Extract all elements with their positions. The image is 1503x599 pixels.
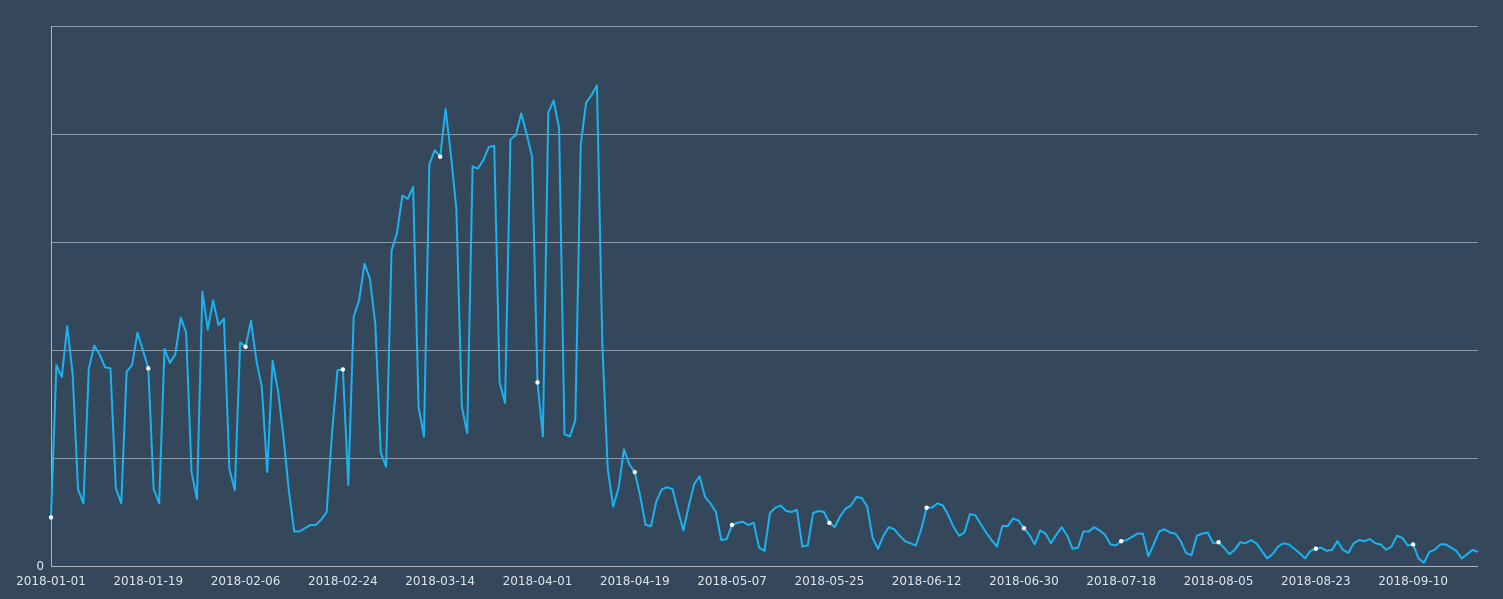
data-point xyxy=(146,366,151,371)
x-tick-label: 2018-02-24 xyxy=(308,574,378,588)
axis-layer xyxy=(51,26,1478,567)
x-tick-label: 2018-08-23 xyxy=(1281,574,1351,588)
data-point xyxy=(827,520,832,525)
series-line xyxy=(50,84,1479,564)
series-layer xyxy=(50,84,1479,564)
data-point xyxy=(1313,546,1319,551)
marker-layer xyxy=(48,154,1416,551)
x-tick-label: 2018-01-01 xyxy=(16,574,86,588)
data-point xyxy=(1410,542,1416,547)
grid-layer xyxy=(51,26,1478,459)
x-tick-label: 2018-04-01 xyxy=(503,574,573,588)
x-tick-label: 2018-09-10 xyxy=(1378,574,1448,588)
data-point xyxy=(632,469,637,475)
x-tick-label: 2018-07-18 xyxy=(1086,574,1156,588)
data-point xyxy=(340,367,346,372)
data-point xyxy=(243,344,248,349)
x-tick-label: 2018-08-05 xyxy=(1184,574,1254,588)
data-point xyxy=(437,154,443,159)
x-tick-label: 2018-04-19 xyxy=(600,574,670,588)
label-layer: 2018-01-01 2018-01-19 2018-02-06 2018-02-24… xyxy=(16,559,1448,588)
data-point xyxy=(924,505,929,510)
data-point xyxy=(535,380,540,385)
x-tick-label: 2018-05-07 xyxy=(697,574,767,588)
y-tick-label: 0 xyxy=(36,559,44,573)
x-tick-label: 2018-03-14 xyxy=(405,574,475,588)
data-point xyxy=(1216,540,1221,545)
data-point xyxy=(729,522,735,528)
data-point xyxy=(48,515,54,520)
data-point xyxy=(1021,526,1027,531)
x-tick-label: 2018-06-12 xyxy=(892,574,962,588)
x-tick-label: 2018-06-30 xyxy=(989,574,1059,588)
x-tick-label: 2018-02-06 xyxy=(211,574,281,588)
x-tick-label: 2018-05-25 xyxy=(794,574,864,588)
x-tick-label: 2018-01-19 xyxy=(113,574,183,588)
data-point xyxy=(1119,538,1124,544)
